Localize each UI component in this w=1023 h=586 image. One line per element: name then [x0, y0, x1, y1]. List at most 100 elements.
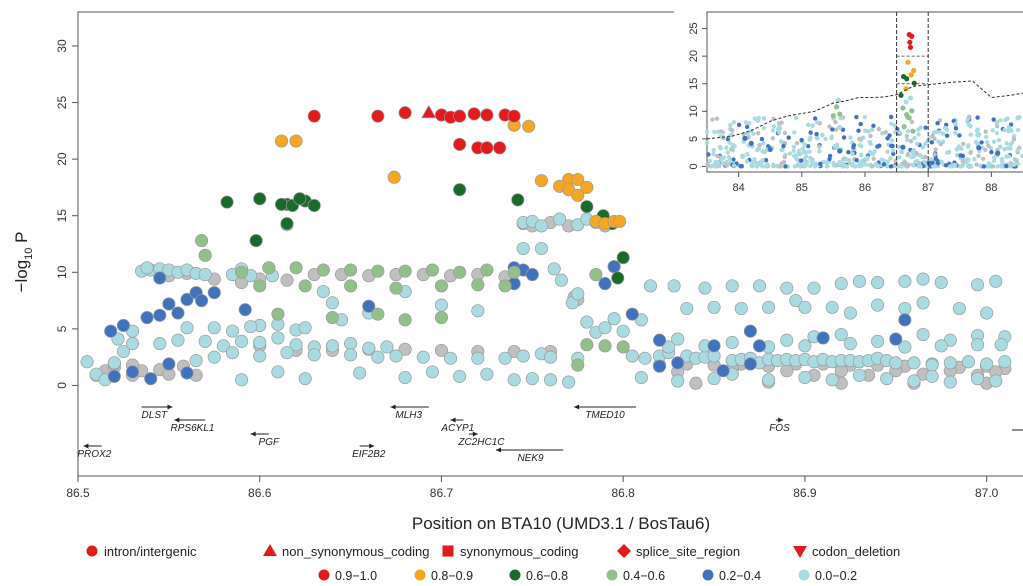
data-point: [480, 141, 494, 155]
data-point: [289, 338, 303, 352]
main-plot: 0 5 10 15 20 25 30 86.5 86.6 86.7 86.8 86.9 87.0 DLST…: [55, 11, 1023, 500]
inset-point: [712, 129, 717, 135]
data-point: [274, 197, 289, 211]
inset-point: [764, 161, 770, 167]
data-point: [344, 263, 358, 277]
data-point: [480, 108, 494, 122]
inset-point: [1006, 154, 1012, 159]
inset-point: [926, 160, 931, 165]
data-point: [471, 304, 485, 318]
inset-point: [902, 160, 908, 165]
inset-point: [958, 153, 963, 158]
inset-point: [912, 136, 917, 141]
inset-point: [842, 163, 848, 169]
inset-point: [817, 144, 822, 149]
inset-point: [783, 164, 788, 169]
data-point: [353, 366, 367, 380]
inset-point: [705, 163, 711, 168]
data-point: [298, 321, 312, 335]
inset-point: [728, 122, 733, 128]
inset-point: [889, 121, 894, 126]
data-point: [293, 192, 307, 206]
data-point: [907, 356, 921, 370]
data-point: [980, 306, 994, 320]
inset-point: [989, 149, 994, 155]
inset-point: [984, 134, 989, 140]
data-point: [613, 214, 627, 228]
data-point: [316, 284, 330, 299]
inset-point: [904, 133, 910, 139]
legend-shape-label: splice_site_region: [636, 544, 740, 559]
inset-point: [966, 143, 971, 148]
inset-point: [888, 164, 894, 169]
inset-point: [933, 156, 939, 161]
data-point: [989, 374, 1003, 388]
inset-point: [1003, 117, 1008, 123]
inset-point: [923, 125, 928, 130]
data-point: [235, 265, 249, 279]
legend-color-label: 0.4−0.6: [623, 569, 665, 583]
data-point-nonsyn: [421, 105, 437, 119]
inset-point: [870, 163, 875, 169]
inset-point: [984, 139, 990, 145]
inset-point: [968, 132, 973, 137]
inset-point: [744, 124, 750, 130]
inset-point: [1002, 127, 1007, 133]
data-point: [398, 264, 412, 278]
data-point: [547, 262, 561, 276]
inset-peak-point: [903, 99, 909, 105]
gene-label: DLST: [142, 410, 168, 421]
data-point: [249, 234, 263, 248]
inset-point: [947, 164, 953, 169]
inset-point: [898, 149, 904, 155]
inset-point: [978, 163, 983, 169]
y-axis-title-suffix: P: [12, 232, 31, 248]
data-point: [871, 334, 885, 348]
inset-point: [761, 126, 766, 131]
inset-point: [717, 144, 723, 150]
inset-point: [889, 143, 894, 149]
legend-color-swatch: [509, 569, 521, 581]
data-point: [971, 338, 985, 352]
inset-point: [966, 114, 972, 120]
gene-arrowhead: [574, 404, 580, 410]
data-point: [834, 327, 848, 342]
data-point: [493, 141, 507, 155]
y-tick-label: 25: [55, 96, 69, 110]
inset-point: [837, 160, 842, 165]
inset-point: [944, 133, 950, 138]
data-point: [825, 300, 839, 314]
inset-point: [760, 159, 765, 164]
inset-peak-point: [906, 115, 912, 121]
inset-point: [854, 157, 859, 163]
inset-point: [727, 158, 733, 163]
inset-point: [755, 147, 760, 153]
legend-color-swatch: [798, 569, 810, 581]
inset-point: [729, 146, 734, 152]
inset-point: [851, 145, 856, 150]
data-point: [434, 279, 449, 293]
data-point: [298, 279, 312, 293]
data-point: [680, 301, 694, 316]
inset-point: [908, 139, 914, 144]
inset-point: [990, 128, 995, 133]
data-point: [325, 296, 339, 310]
inset-point: [761, 116, 767, 121]
data-point: [880, 372, 894, 386]
data-point: [598, 277, 612, 291]
inset-point: [830, 127, 835, 132]
inset-peak-point: [837, 111, 843, 117]
legend-marker-triangle-up: [263, 544, 277, 556]
data-point: [707, 372, 721, 386]
inset-point: [806, 122, 811, 128]
inset-point: [863, 162, 868, 167]
inset-point: [885, 149, 890, 155]
data-point: [238, 303, 252, 317]
inset-point: [776, 121, 782, 126]
data-point: [434, 311, 449, 325]
data-point: [762, 300, 776, 314]
inset-point: [802, 156, 807, 162]
inset-point: [838, 115, 844, 121]
inset-point: [1011, 162, 1017, 167]
inset-point: [754, 160, 760, 166]
